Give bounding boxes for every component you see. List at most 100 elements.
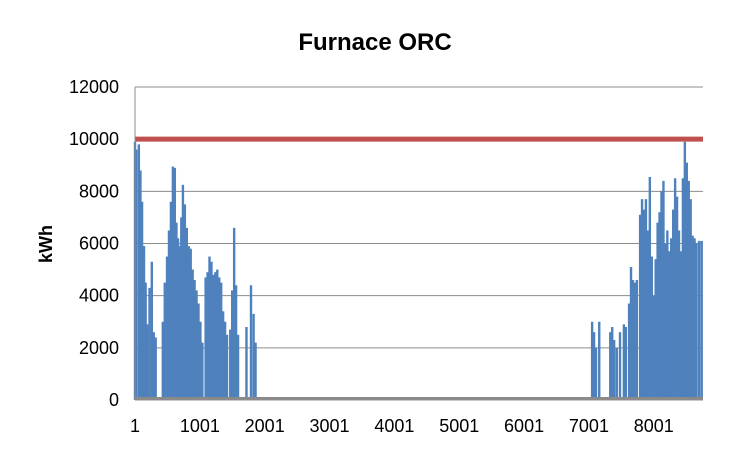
data-bar (618, 332, 622, 400)
data-bar (206, 272, 209, 400)
data-bar (169, 201, 173, 400)
data-bar (697, 240, 701, 400)
x-tick-label: 7001 (569, 416, 609, 436)
data-bar (670, 238, 673, 400)
y-tick-label: 0 (109, 390, 119, 410)
data-bar (219, 282, 223, 400)
data-bar (150, 261, 153, 400)
data-bar (232, 227, 236, 400)
data-bar (633, 282, 637, 400)
data-bar (615, 347, 618, 400)
data-bar (666, 230, 669, 400)
data-bar (218, 277, 221, 400)
y-tick-label: 12000 (69, 77, 119, 97)
data-bar (167, 230, 171, 400)
data-bar (214, 272, 217, 400)
data-bar (180, 217, 183, 400)
data-bar (195, 290, 198, 400)
data-bar (175, 222, 178, 400)
data-bar (187, 246, 190, 400)
data-bar (622, 324, 626, 400)
data-bar (609, 332, 612, 400)
data-bar (210, 261, 213, 400)
data-bar (197, 303, 200, 400)
x-tick-label: 1 (130, 416, 140, 436)
data-bar (624, 326, 628, 400)
data-bar (679, 251, 683, 400)
data-bar (199, 321, 202, 400)
data-bar (642, 209, 646, 400)
data-bar (660, 191, 663, 400)
data-bar (592, 332, 596, 400)
data-bar (252, 313, 255, 400)
data-bar (627, 303, 631, 400)
data-bar (594, 347, 598, 400)
x-tick-label: 6001 (504, 416, 544, 436)
data-bar (221, 311, 225, 400)
data-bar (654, 259, 657, 400)
data-bar (658, 212, 661, 400)
data-bar (675, 196, 679, 400)
y-tick-label: 10000 (69, 129, 119, 149)
data-bar (165, 256, 169, 400)
data-bar (673, 178, 677, 400)
data-bar (638, 214, 642, 400)
x-tick-label: 2001 (245, 416, 285, 436)
data-bar (146, 324, 149, 400)
data-bar (139, 170, 142, 400)
data-bar (590, 321, 594, 400)
y-tick-label: 8000 (79, 181, 119, 201)
data-bar (245, 326, 248, 400)
data-bar (137, 144, 141, 400)
data-bar (631, 280, 635, 400)
data-bar (212, 274, 215, 400)
data-bar (635, 280, 639, 400)
data-bar (681, 178, 685, 400)
data-bar (612, 340, 616, 400)
data-bar (193, 280, 196, 400)
data-bar (249, 285, 253, 400)
data-bar (687, 180, 690, 400)
baseline-band (135, 397, 703, 400)
data-bar (208, 256, 211, 400)
data-bar (142, 246, 146, 400)
data-bar (173, 167, 177, 400)
data-bar (662, 180, 665, 400)
data-bar (183, 204, 187, 400)
data-bar (629, 266, 633, 400)
data-bar (234, 285, 238, 400)
data-bar (700, 240, 703, 400)
x-tick-label: 3001 (310, 416, 350, 436)
data-bar (254, 342, 257, 400)
data-bar (144, 282, 147, 400)
data-bar (693, 238, 696, 400)
data-bar (646, 230, 650, 400)
data-bar (189, 248, 192, 400)
data-bar (152, 332, 155, 400)
data-bar (648, 176, 652, 400)
y-axis-label: kWh (36, 225, 56, 263)
data-bar (181, 184, 185, 400)
data-bar (229, 329, 232, 400)
data-bar (236, 334, 240, 400)
data-bar (176, 238, 180, 400)
data-bar (163, 282, 166, 400)
chart-title: Furnace ORC (298, 29, 451, 56)
data-bar (685, 162, 688, 400)
data-bar (140, 201, 144, 400)
data-bar (154, 337, 157, 400)
data-bar (689, 199, 692, 400)
data-bar (171, 166, 175, 400)
data-series (133, 141, 703, 400)
data-bar (161, 321, 165, 400)
data-bar (677, 230, 681, 400)
data-bar (201, 342, 204, 400)
data-bar (640, 199, 644, 400)
data-bar (695, 243, 698, 400)
data-bar (644, 199, 648, 400)
y-tick-label: 2000 (79, 338, 119, 358)
x-tick-label: 8001 (634, 416, 674, 436)
data-bar (598, 321, 601, 400)
data-bar (652, 295, 655, 400)
